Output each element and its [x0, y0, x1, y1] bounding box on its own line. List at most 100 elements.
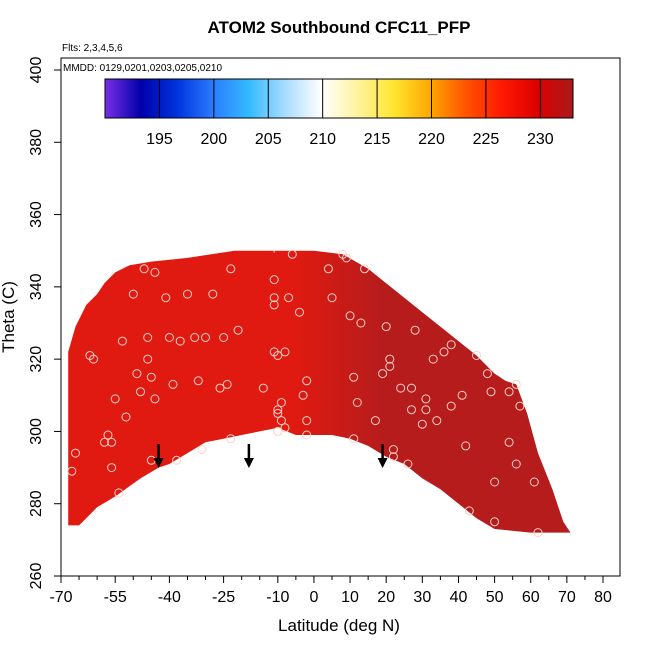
colorbar-tick-label: 220: [418, 131, 445, 148]
y-axis: 260 280 300 320 340 360 380 400: [28, 57, 61, 590]
arrow-head: [153, 458, 164, 468]
sample-point: [273, 351, 283, 360]
x-tick-label: 20: [377, 589, 395, 606]
sample-point: [143, 354, 153, 364]
colorbar-tick-label: 200: [200, 131, 227, 148]
colorbar-tick-label: 195: [146, 131, 173, 148]
sample-point: [128, 289, 138, 299]
sample-point: [136, 387, 145, 397]
sample-point: [150, 394, 160, 404]
sample-point: [407, 405, 416, 415]
x-tick-label: 40: [450, 589, 468, 606]
y-tick-label: 380: [28, 129, 45, 156]
y-tick-label: 280: [28, 490, 45, 517]
sample-point: [504, 387, 514, 397]
sample-point: [269, 293, 279, 303]
sample-point: [490, 477, 500, 487]
sample-point: [197, 445, 207, 454]
sample-point: [284, 293, 294, 303]
sample-point: [280, 423, 290, 433]
sample-point: [226, 434, 236, 444]
sample-point: [298, 390, 308, 400]
x-tick-label: 30: [413, 589, 431, 606]
field-layer: [68, 250, 571, 533]
sample-point: [114, 488, 124, 498]
sample-point: [385, 354, 395, 364]
sample-point: [504, 437, 514, 447]
y-axis-label: Theta (C): [0, 281, 18, 353]
y-tick-label: 260: [28, 563, 45, 590]
sample-point: [345, 311, 355, 321]
sample-point: [349, 372, 359, 382]
sample-point: [421, 394, 431, 404]
sample-point: [349, 434, 359, 444]
dates-note: MMDD: 0129,0201,0203,0205,0210: [63, 63, 222, 74]
sample-point: [193, 376, 203, 386]
y-tick-label: 320: [28, 346, 45, 373]
x-tick-label: -25: [212, 589, 235, 606]
sample-point: [396, 383, 406, 393]
sample-point: [515, 401, 525, 411]
sample-point: [446, 340, 456, 350]
sample-point: [428, 354, 438, 364]
sample-point: [172, 455, 182, 465]
sample-point: [269, 300, 279, 310]
sample-point: [360, 264, 369, 274]
sample-point: [529, 477, 539, 487]
sample-point: [117, 336, 127, 346]
sample-point: [511, 459, 521, 469]
sample-point: [175, 336, 185, 346]
sample-point: [407, 383, 416, 393]
sample-point: [461, 441, 471, 451]
sample-point: [378, 369, 388, 379]
sample-point: [107, 463, 117, 473]
x-tick-label: 0: [309, 589, 318, 606]
sample-point: [258, 383, 268, 393]
colorbar-tick-label: 225: [473, 131, 500, 148]
sample-point: [533, 528, 543, 538]
sample-point: [482, 369, 492, 379]
colorbar-scale: [104, 78, 574, 119]
sample-point: [67, 466, 77, 476]
sample-point: [381, 322, 391, 332]
x-tick-label: -55: [104, 589, 127, 606]
sample-point: [323, 264, 333, 274]
sample-point: [215, 383, 225, 393]
sample-point: [222, 379, 232, 389]
plot-frame: [60, 57, 621, 577]
sample-point: [385, 361, 395, 371]
arrow-head: [377, 458, 388, 468]
sample-point: [464, 506, 474, 516]
sample-point: [295, 307, 304, 317]
x-tick-label: -10: [266, 589, 289, 606]
sample-point: [269, 275, 279, 285]
sample-point: [71, 448, 80, 458]
sample-point: [273, 405, 283, 415]
x-tick-label: 50: [486, 589, 504, 606]
sample-point: [143, 333, 153, 342]
top-marker: i: [273, 245, 275, 255]
colorbar-tick-label: 230: [527, 131, 554, 148]
sample-point: [226, 264, 236, 274]
sample-points: i: [67, 245, 543, 538]
y-tick-label: 400: [28, 57, 45, 84]
x-tick-label: -40: [158, 589, 181, 606]
x-tick-label: 60: [522, 589, 540, 606]
sample-point: [164, 333, 174, 342]
sample-point: [146, 372, 156, 382]
flights-note: Flts: 2,3,4,5,6: [62, 43, 123, 54]
colorbar-tick-label: 205: [255, 131, 282, 148]
sample-point: [219, 333, 229, 342]
sample-point: [327, 293, 337, 303]
sample-point: [432, 416, 442, 426]
sample-point: [457, 390, 467, 400]
x-tick-label: 70: [558, 589, 576, 606]
sample-point: [280, 347, 290, 357]
sample-point: [139, 264, 149, 274]
colorbar-tick-label: 215: [364, 131, 391, 148]
sample-point: [302, 376, 312, 386]
sample-point: [388, 452, 398, 462]
sample-point: [511, 379, 521, 389]
sample-point: [302, 430, 312, 440]
